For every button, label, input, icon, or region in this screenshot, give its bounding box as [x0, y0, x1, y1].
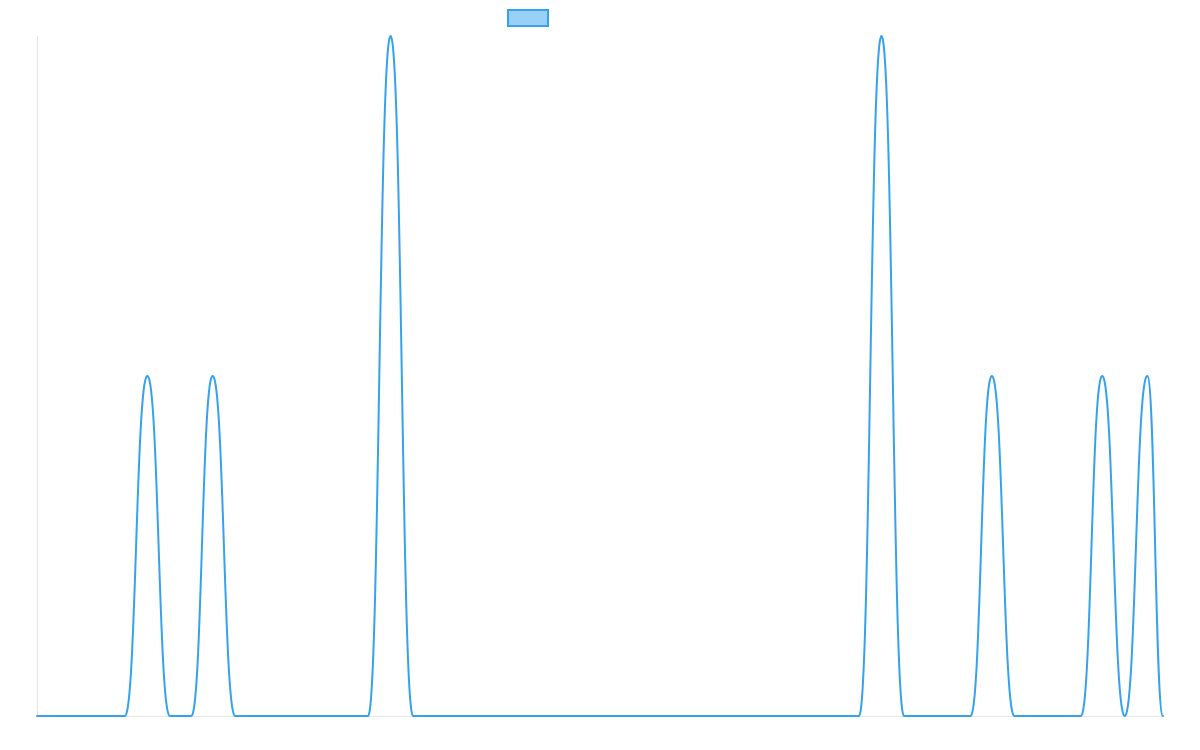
data-point[interactable]	[856, 713, 862, 719]
data-point[interactable]	[1099, 373, 1105, 379]
series-line-0[interactable]	[36, 35, 1164, 718]
data-point[interactable]	[388, 33, 394, 39]
data-point[interactable]	[1122, 713, 1128, 719]
data-point[interactable]	[1011, 713, 1017, 719]
data-point[interactable]	[1078, 713, 1084, 719]
points-layer	[34, 33, 1166, 719]
data-point[interactable]	[967, 713, 973, 719]
data-point[interactable]	[122, 713, 128, 719]
data-point[interactable]	[255, 713, 261, 719]
data-point[interactable]	[188, 713, 194, 719]
data-point[interactable]	[1160, 713, 1166, 719]
data-point[interactable]	[879, 33, 885, 39]
data-point[interactable]	[232, 713, 238, 719]
legend[interactable]	[507, 9, 549, 27]
data-point[interactable]	[144, 373, 150, 379]
series-layer	[36, 35, 1164, 718]
data-point[interactable]	[1144, 373, 1150, 379]
data-point[interactable]	[34, 713, 40, 719]
legend-swatch[interactable]	[507, 9, 549, 27]
data-point[interactable]	[989, 373, 995, 379]
data-point[interactable]	[410, 713, 416, 719]
data-point[interactable]	[901, 713, 907, 719]
data-point[interactable]	[365, 713, 371, 719]
data-point[interactable]	[167, 713, 173, 719]
data-point[interactable]	[210, 373, 216, 379]
